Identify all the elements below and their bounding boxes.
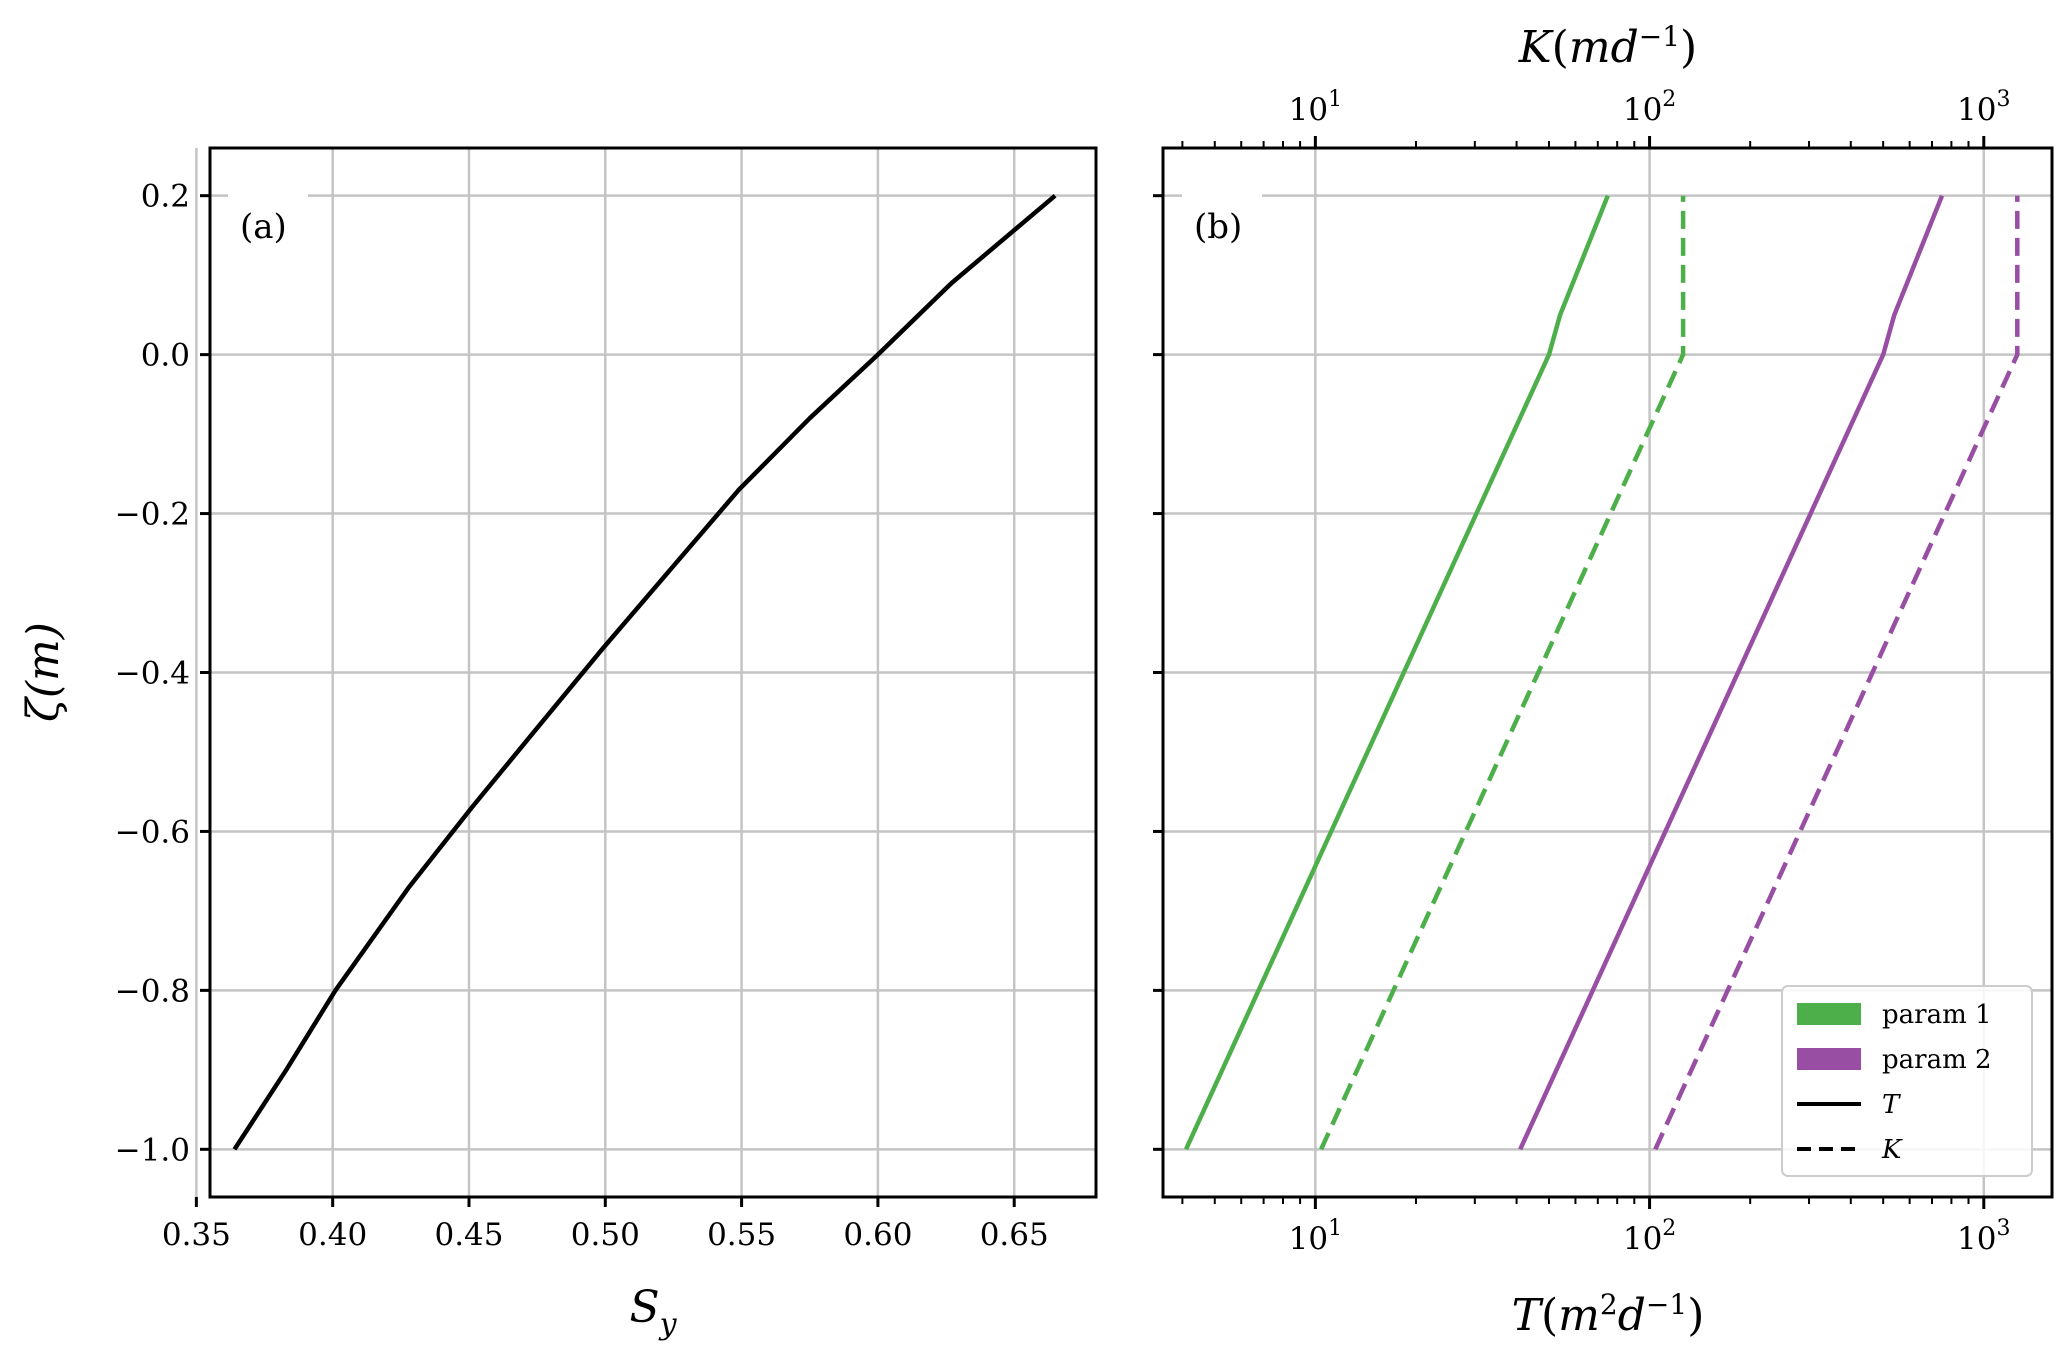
x-tick-label-b: 101 xyxy=(1289,1216,1342,1257)
legend-patch xyxy=(1797,1048,1861,1070)
legend-label: param 2 xyxy=(1882,1045,1992,1075)
series-line xyxy=(1183,194,1610,1151)
legend-label: T xyxy=(1882,1090,1901,1120)
y-tick-label: −0.8 xyxy=(115,973,190,1009)
legend-label: K xyxy=(1881,1135,1903,1165)
legend-box xyxy=(1781,985,2033,1177)
legend-patch xyxy=(1797,1003,1861,1025)
panel-a-tag-bg xyxy=(228,186,308,256)
series-line xyxy=(1653,195,2020,1151)
grid-a xyxy=(195,148,1096,1197)
series-line xyxy=(1518,194,1945,1151)
x-axis-label-a: Sy xyxy=(629,1282,677,1342)
x2-tick-label-b: 101 xyxy=(1289,87,1342,128)
x-tick-label-a: 0.50 xyxy=(571,1217,640,1253)
series-a xyxy=(232,193,1057,1151)
grid-b xyxy=(1163,148,2052,1197)
legend: param 1 param 2 TK xyxy=(1781,985,2033,1177)
ticks-b: 101 101 102 102 103 103 xyxy=(1153,87,2011,1257)
panel-b-tag: (b) xyxy=(1194,207,1242,247)
x-tick-label-a: 0.60 xyxy=(843,1217,912,1253)
x2-tick-label-b: 103 xyxy=(1957,87,2010,128)
y-tick-label: 0.0 xyxy=(141,338,190,374)
x-tick-label-a: 0.45 xyxy=(434,1217,503,1253)
x-axis-label-b: T(m2d−1) xyxy=(1512,1288,1705,1341)
series-line xyxy=(1319,195,1686,1151)
legend-label: param 1 xyxy=(1882,1000,1992,1030)
x-tick-label-b: 102 xyxy=(1623,1216,1676,1257)
y-tick-label: −1.0 xyxy=(115,1132,190,1168)
series-b xyxy=(1183,194,2020,1151)
y-tick-label: −0.2 xyxy=(115,497,190,533)
x-tick-label-b: 103 xyxy=(1957,1216,2010,1257)
x-tick-label-a: 0.40 xyxy=(298,1217,367,1253)
series-line xyxy=(232,193,1057,1151)
ticks-a: 0.35 0.40 0.45 0.50 0.55 0.60 0.65 −1.0 −0.8 −0.6… xyxy=(115,179,1049,1253)
x-tick-label-a: 0.65 xyxy=(980,1217,1049,1253)
x-tick-label-a: 0.55 xyxy=(707,1217,776,1253)
y-tick-label: −0.6 xyxy=(115,814,190,850)
x2-tick-label-b: 102 xyxy=(1623,87,1676,128)
x2-axis-label-b: K(md−1) xyxy=(1518,20,1697,73)
y-tick-label: −0.4 xyxy=(115,656,190,692)
y-tick-label: 0.2 xyxy=(141,179,190,215)
panel-a-tag: (a) xyxy=(240,207,287,247)
panel-b-tag-bg xyxy=(1182,186,1262,256)
panel-a: 0.35 0.40 0.45 0.50 0.55 0.60 0.65 −1.0 −0.8 −0.6… xyxy=(18,146,1098,1342)
x-tick-label-a: 0.35 xyxy=(162,1217,231,1253)
y-axis-label: ζ(m) xyxy=(18,622,69,722)
